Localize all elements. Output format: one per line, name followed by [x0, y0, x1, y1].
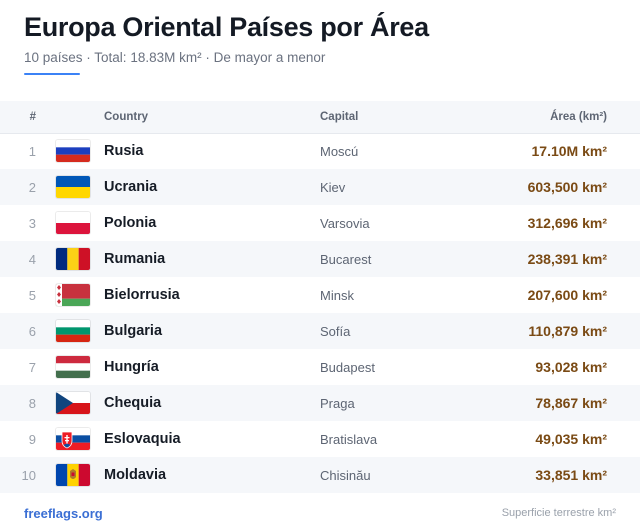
- table-row: 5 Bielorrusia Minsk 207,600 km²: [0, 277, 640, 313]
- table-row: 10 Moldavia Chisinău 33,851 km²: [0, 457, 640, 493]
- area-cell: 93,028 km²: [535, 359, 607, 375]
- country-cell: Moldavia: [104, 467, 167, 483]
- romania-flag-icon: [56, 248, 90, 270]
- rank-cell: 3: [28, 215, 36, 231]
- page-title: Europa Oriental Países por Área: [24, 12, 429, 42]
- capital-cell: Varsovia: [320, 215, 370, 231]
- table-row: 7 Hungría Budapest 93,028 km²: [0, 349, 640, 385]
- table-row: 3 Polonia Varsovia 312,696 km²: [0, 205, 640, 241]
- belarus-flag-icon: [56, 284, 90, 306]
- accent-underline: [24, 73, 80, 75]
- table-row: 8 Chequia Praga 78,867 km²: [0, 385, 640, 421]
- countries-table: # Country Capital Área (km²) 1 Rusia Mos…: [0, 101, 640, 493]
- rank-cell: 9: [28, 431, 36, 447]
- rank-cell: 1: [28, 143, 36, 159]
- rank-cell: 5: [28, 287, 36, 303]
- area-cell: 17.10M km²: [531, 143, 607, 160]
- column-header-country: Country: [104, 101, 320, 134]
- table-row: 4 Rumania Bucarest 238,391 km²: [0, 241, 640, 277]
- country-cell: Hungría: [104, 359, 159, 375]
- bulgaria-flag-icon: [56, 320, 90, 342]
- slovakia-flag-icon: [56, 428, 90, 450]
- table-header-row: # Country Capital Área (km²): [0, 101, 640, 134]
- country-cell: Polonia: [104, 215, 157, 231]
- czechia-flag-icon: [56, 392, 90, 414]
- area-cell: 110,879 km²: [528, 323, 607, 339]
- rank-cell: 2: [28, 179, 36, 195]
- table-row: 9 Eslovaquia Bratislava 49,035 km²: [0, 421, 640, 457]
- capital-cell: Kiev: [320, 179, 346, 195]
- country-cell: Rusia: [104, 143, 144, 160]
- hungary-flag-icon: [56, 356, 90, 378]
- column-header-capital: Capital: [320, 101, 500, 134]
- rank-cell: 6: [28, 323, 36, 339]
- column-header-flag: [56, 101, 104, 134]
- table-row: 6 Bulgaria Sofía 110,879 km²: [0, 313, 640, 349]
- capital-cell: Moscú: [320, 143, 359, 159]
- rank-cell: 10: [21, 467, 36, 483]
- ukraine-flag-icon: [56, 176, 90, 198]
- table-row: 2 Ucrania Kiev 603,500 km²: [0, 169, 640, 205]
- country-cell: Rumania: [104, 251, 166, 267]
- rank-cell: 7: [28, 359, 36, 375]
- area-cell: 603,500 km²: [527, 179, 607, 195]
- country-cell: Eslovaquia: [104, 431, 181, 447]
- capital-cell: Praga: [320, 395, 355, 411]
- capital-cell: Budapest: [320, 359, 375, 375]
- capital-cell: Bratislava: [320, 431, 378, 447]
- table-row: 1 Rusia Moscú 17.10M km²: [0, 133, 640, 169]
- country-cell: Bielorrusia: [104, 287, 180, 303]
- rank-cell: 8: [28, 395, 36, 411]
- moldova-flag-icon: [56, 464, 90, 486]
- poland-flag-icon: [56, 212, 90, 234]
- area-cell: 312,696 km²: [527, 215, 607, 231]
- page-subtitle: 10 países · Total: 18.83M km² · De mayor…: [24, 50, 326, 65]
- country-cell: Chequia: [104, 395, 162, 411]
- footer-note: Superficie terrestre km²: [501, 507, 616, 519]
- column-header-rank: #: [0, 101, 56, 134]
- capital-cell: Sofía: [320, 323, 351, 339]
- area-cell: 78,867 km²: [535, 395, 607, 411]
- area-cell: 33,851 km²: [535, 467, 607, 483]
- capital-cell: Minsk: [320, 287, 354, 303]
- area-cell: 207,600 km²: [527, 287, 607, 303]
- rank-cell: 4: [28, 251, 36, 267]
- capital-cell: Chisinău: [320, 467, 371, 483]
- russia-flag-icon: [56, 140, 90, 163]
- area-cell: 49,035 km²: [535, 431, 607, 447]
- country-cell: Ucrania: [104, 179, 158, 195]
- country-cell: Bulgaria: [104, 323, 163, 339]
- column-header-area: Área (km²): [500, 101, 640, 134]
- source-link[interactable]: freeflags.org: [24, 506, 103, 521]
- capital-cell: Bucarest: [320, 251, 372, 267]
- area-cell: 238,391 km²: [527, 251, 607, 267]
